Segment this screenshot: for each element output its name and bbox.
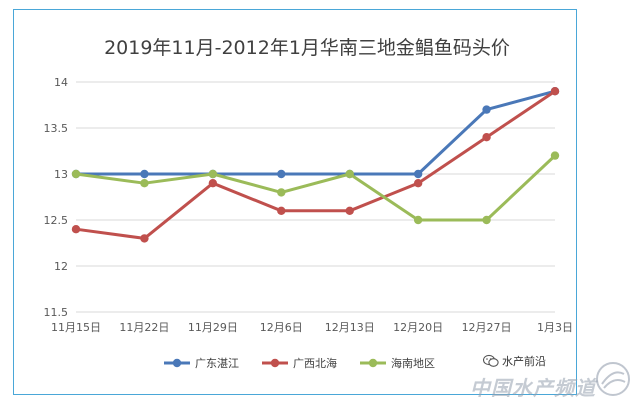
- data-point: [345, 206, 354, 215]
- legend: 广东湛江 广西北海 海南地区: [164, 356, 435, 370]
- site-logo-icon: [596, 362, 630, 396]
- x-tick-label: 12月6日: [260, 321, 303, 334]
- series-line: [75, 154, 557, 222]
- data-point: [345, 169, 354, 179]
- series-lines: [71, 87, 560, 243]
- legend-item: 广西北海: [262, 356, 337, 370]
- data-point: [413, 179, 423, 188]
- line-chart: 2019年11月-2012年1月华南三地金鲳鱼码头价 11.51212.5131…: [44, 37, 574, 370]
- data-point: [277, 188, 286, 197]
- legend-swatch-marker: [172, 358, 182, 368]
- legend-swatch-marker: [270, 358, 280, 368]
- data-point: [482, 215, 491, 225]
- legend-label: 广东湛江: [195, 357, 239, 370]
- data-point: [208, 169, 218, 179]
- data-point: [277, 206, 286, 215]
- data-point: [550, 87, 560, 96]
- data-point: [413, 215, 423, 225]
- x-tick-label: 11月22日: [119, 321, 169, 334]
- source-label: 水产前沿: [502, 355, 546, 368]
- y-tick-label: 12: [54, 260, 68, 273]
- source-watermark: 水产前沿: [483, 353, 546, 369]
- data-point: [140, 179, 149, 188]
- x-tick-label: 11月29日: [188, 321, 238, 334]
- data-point: [140, 169, 149, 179]
- series-1: [71, 87, 560, 243]
- y-tick-label: 13: [54, 168, 68, 181]
- legend-swatch-marker: [368, 358, 378, 368]
- y-tick-label: 13.5: [44, 122, 69, 135]
- x-tick-label: 12月27日: [462, 321, 512, 334]
- data-point: [277, 169, 286, 179]
- series-line: [76, 89, 556, 176]
- chart-frame: 2019年11月-2012年1月华南三地金鲳鱼码头价 11.5 12 12.5 13 1…: [13, 9, 577, 395]
- x-tick-label: 1月3日: [537, 321, 573, 334]
- y-tick-label: 12.5: [44, 214, 69, 227]
- data-point: [140, 234, 149, 243]
- data-point: [550, 151, 560, 160]
- legend-item: 广东湛江: [164, 357, 239, 370]
- y-axis-tick-labels: 11.5 12 12.5 13 13.5 14: [44, 76, 69, 319]
- legend-label: 海南地区: [391, 356, 435, 370]
- x-tick-label: 12月13日: [325, 321, 375, 334]
- site-watermark: 中国水产频道: [470, 376, 596, 400]
- x-tick-label: 12月20日: [393, 321, 443, 334]
- wechat-icon: [483, 354, 499, 367]
- x-tick-label: 11月15日: [51, 321, 101, 334]
- data-point: [482, 105, 491, 114]
- legend-label: 广西北海: [293, 356, 337, 370]
- legend-item: 海南地区: [360, 356, 435, 370]
- data-point: [413, 169, 423, 179]
- series-0: [71, 87, 560, 179]
- grid-lines: [76, 81, 555, 313]
- x-axis-tick-labels: 11月15日 11月22日 11月29日 12月6日 12月13日 12月20日 12月27…: [51, 321, 573, 334]
- y-tick-label: 11.5: [44, 306, 69, 319]
- data-point: [71, 225, 81, 234]
- data-point: [208, 179, 218, 188]
- series-line: [75, 89, 556, 240]
- chart-title: 2019年11月-2012年1月华南三地金鲳鱼码头价: [104, 37, 510, 59]
- data-point: [482, 133, 491, 142]
- y-tick-label: 14: [54, 76, 68, 89]
- data-point: [71, 169, 81, 179]
- series-2: [71, 151, 560, 225]
